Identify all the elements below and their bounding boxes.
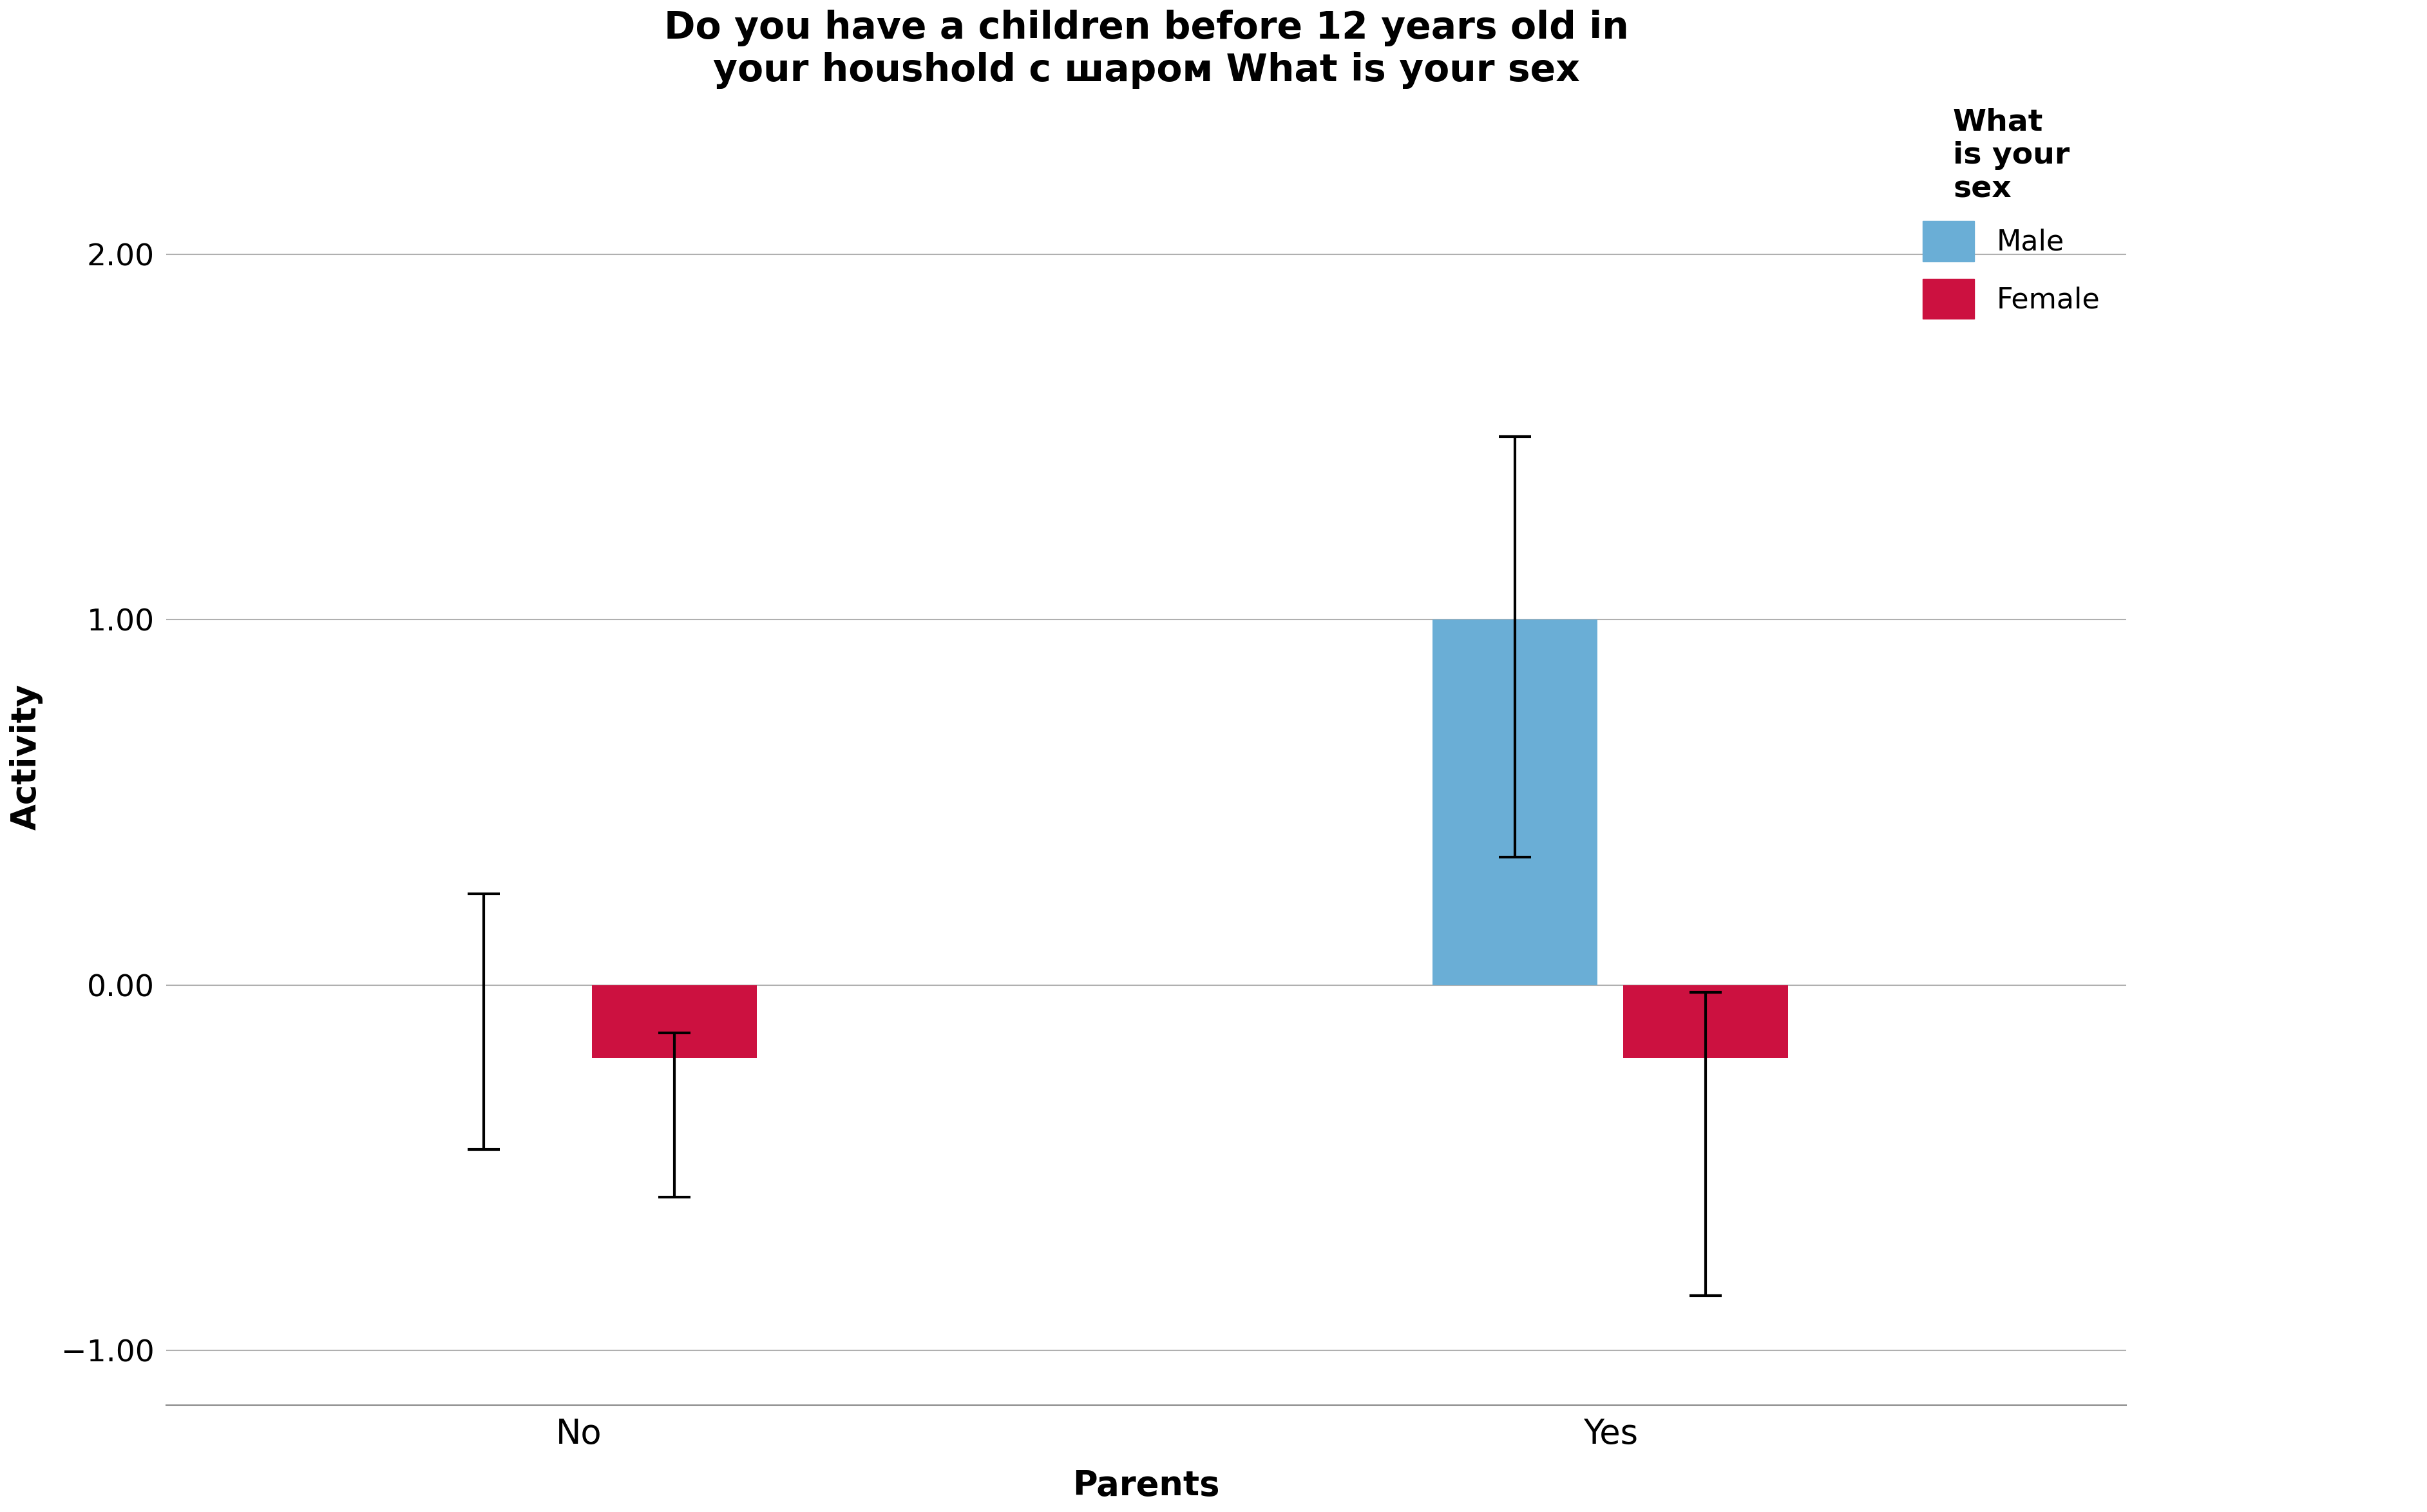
Bar [592, 986, 757, 1058]
Bar [1432, 620, 1597, 986]
Y-axis label: Activity: Activity [10, 683, 44, 830]
X-axis label: Parents: Parents [1073, 1468, 1221, 1503]
Bar [1624, 986, 1789, 1058]
Legend: Male, Female: Male, Female [1910, 97, 2111, 331]
Title: Do you have a children before 12 years old in
your houshold с шаром What is your: Do you have a children before 12 years o… [665, 9, 1629, 89]
